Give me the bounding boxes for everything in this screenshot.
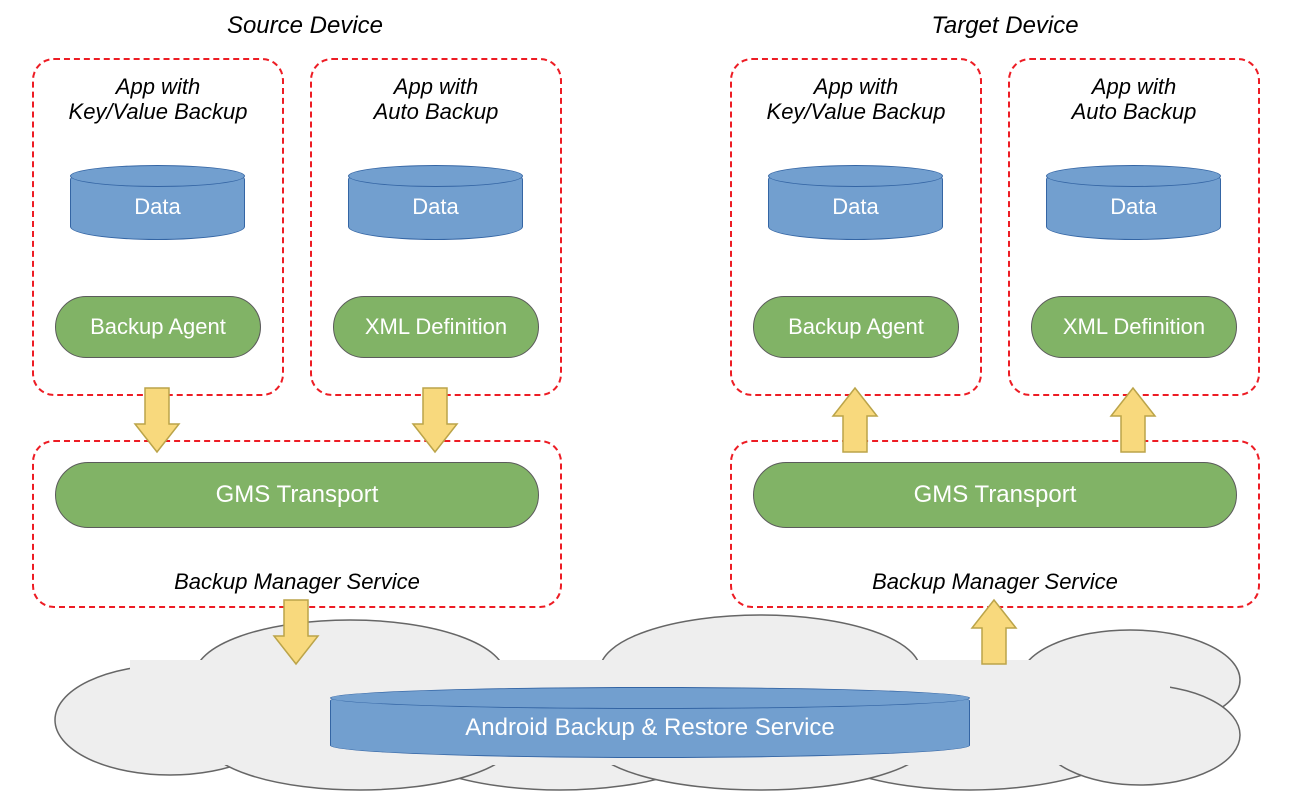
cloud-service-label: Android Backup & Restore Service (465, 714, 835, 742)
source-xml-def-pill: XML Definition (333, 296, 539, 358)
target-gms-transport-pill: GMS Transport (753, 462, 1237, 528)
source-app-auto-label: App with Auto Backup (312, 74, 560, 125)
arrow-source-kv-down (133, 386, 181, 454)
target-app-kv-label: App with Key/Value Backup (732, 74, 980, 125)
target-backup-agent-pill: Backup Agent (753, 296, 959, 358)
arrow-target-kv-up (831, 386, 879, 454)
arrow-target-auto-up (1109, 386, 1157, 454)
cloud-service-cylinder: Android Backup & Restore Service (330, 688, 970, 758)
target-app-auto-label: App with Auto Backup (1010, 74, 1258, 125)
target-xml-def-pill: XML Definition (1031, 296, 1237, 358)
target-bms-label: Backup Manager Service (732, 569, 1258, 594)
source-backup-agent-pill: Backup Agent (55, 296, 261, 358)
arrow-source-bms-down (272, 598, 320, 666)
target-auto-data-cylinder: Data (1046, 166, 1221, 240)
source-kv-data-cylinder: Data (70, 166, 245, 240)
source-app-kv-label: App with Key/Value Backup (34, 74, 282, 125)
arrow-target-bms-up (970, 598, 1018, 666)
source-gms-transport-pill: GMS Transport (55, 462, 539, 528)
target-device-title: Target Device (905, 12, 1105, 40)
target-kv-data-cylinder: Data (768, 166, 943, 240)
source-auto-data-cylinder: Data (348, 166, 523, 240)
source-bms-label: Backup Manager Service (34, 569, 560, 594)
source-device-title: Source Device (205, 12, 405, 40)
arrow-source-auto-down (411, 386, 459, 454)
